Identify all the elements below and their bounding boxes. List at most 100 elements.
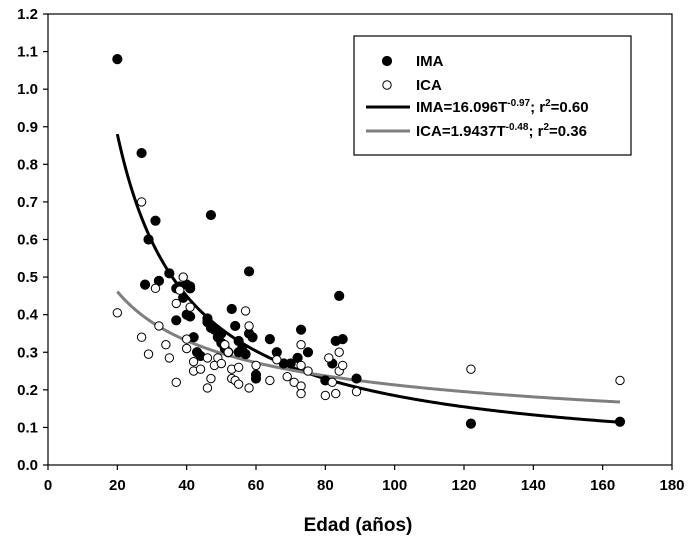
legend-fit-label-part: =0.36 <box>549 123 587 140</box>
y-tick-label: 0.4 <box>17 307 39 324</box>
point-ica <box>181 343 192 354</box>
point-ica <box>337 360 348 371</box>
point-ica <box>466 364 476 374</box>
y-axis-ticks: 0.0 0.1 0.2 0.3 0.4 0.5 0.6 0.7 0.8 0.9 1.0 1.1 1.2 <box>17 6 48 474</box>
legend-fit-label-part: 2 <box>545 98 551 109</box>
point-ima <box>205 209 217 221</box>
y-tick-label: 0.3 <box>17 344 38 361</box>
point-ica <box>615 375 625 386</box>
y-tick-label: 0.8 <box>17 156 38 173</box>
point-ima <box>243 266 255 277</box>
legend-label-ima: IMA <box>416 53 444 70</box>
point-ica <box>272 355 282 365</box>
point-ica <box>220 340 230 350</box>
y-tick-label: 0.9 <box>17 119 38 136</box>
point-ima <box>337 333 348 345</box>
fit-curve-ica <box>116 290 621 404</box>
legend-fit-label-part: -0.48 <box>506 122 529 133</box>
y-tick-label: 0.1 <box>17 419 38 436</box>
legend-marker-ica <box>382 80 392 90</box>
point-ica <box>296 340 306 350</box>
point-ica <box>251 360 261 371</box>
point-ica <box>303 366 313 376</box>
y-tick-label: 1.2 <box>17 6 38 23</box>
point-ica <box>136 332 147 342</box>
x-tick-label: 140 <box>521 477 546 494</box>
point-ima <box>334 290 345 301</box>
point-ima <box>302 347 314 358</box>
point-ica <box>216 358 227 369</box>
point-ica <box>233 379 244 389</box>
point-ima <box>285 358 296 369</box>
legend-fit-label-part: ; r <box>528 123 543 140</box>
point-ica <box>171 377 181 388</box>
point-ima <box>136 147 147 159</box>
point-ica <box>240 306 251 316</box>
legend-fit-label-part: =0.60 <box>551 99 589 116</box>
y-tick-label: 0.7 <box>17 194 38 211</box>
point-ima <box>139 279 151 290</box>
point-ica <box>265 375 275 386</box>
y-tick-label: 0.2 <box>17 382 38 399</box>
x-tick-label: 80 <box>317 477 334 494</box>
point-ima <box>295 324 307 335</box>
point-ima <box>465 418 477 429</box>
point-ica <box>202 353 213 363</box>
point-ica <box>320 390 331 401</box>
legend-label-ica: ICA <box>416 77 442 94</box>
point-ica <box>223 347 233 357</box>
x-tick-label: 60 <box>248 477 265 494</box>
point-ima <box>614 416 626 427</box>
point-ima <box>264 333 275 345</box>
point-ica <box>161 340 171 350</box>
point-ica <box>181 334 192 344</box>
point-ica <box>178 272 188 282</box>
point-ica <box>296 388 306 399</box>
y-tick-label: 0.0 <box>17 457 38 474</box>
point-ica <box>171 298 181 309</box>
point-ica <box>296 360 306 371</box>
fit-curve-ima <box>115 133 621 424</box>
legend-fit-label-part: -0.97 <box>507 98 530 109</box>
point-ica <box>195 364 206 374</box>
legend-fit-label-ima: IMA=16.096T-0.97; r2=0.60 <box>416 98 589 116</box>
point-ica <box>233 362 244 372</box>
y-tick-label: 1.1 <box>17 44 38 61</box>
x-tick-label: 40 <box>178 477 195 494</box>
point-ica <box>136 197 147 207</box>
point-ima <box>143 234 154 245</box>
legend-fit-label-part: ICA=1.9437T <box>416 123 506 140</box>
point-ica <box>175 285 185 295</box>
point-ima <box>247 332 258 343</box>
point-ica <box>334 347 344 357</box>
point-ica <box>327 377 337 388</box>
point-ica <box>154 321 164 331</box>
point-ima <box>250 373 262 384</box>
data-points <box>112 54 626 429</box>
x-tick-label: 120 <box>451 477 476 494</box>
x-tick-label: 20 <box>109 477 126 494</box>
point-ica <box>351 387 362 397</box>
legend-fit-label-ica: ICA=1.9437T-0.48; r2=0.36 <box>416 122 587 140</box>
y-tick-label: 1.0 <box>17 81 38 98</box>
point-ica <box>202 383 213 393</box>
point-ica <box>143 349 154 359</box>
point-ica <box>112 308 123 318</box>
point-ica <box>244 321 254 331</box>
y-tick-label: 0.5 <box>17 269 38 286</box>
x-tick-label: 160 <box>590 477 615 494</box>
point-ima <box>230 320 241 332</box>
point-ima <box>185 283 196 294</box>
point-ima <box>240 349 251 360</box>
point-ima <box>226 303 237 315</box>
legend-fit-label-part: 2 <box>543 122 549 133</box>
point-ica <box>244 383 254 393</box>
x-tick-label: 0 <box>44 477 52 494</box>
point-ima <box>150 215 161 226</box>
point-ica <box>331 388 341 399</box>
x-axis-title: Edad (años) <box>304 515 413 536</box>
legend-marker-ima <box>381 55 393 67</box>
point-ima <box>171 315 182 326</box>
point-ima <box>164 268 175 279</box>
point-ica <box>324 353 334 363</box>
